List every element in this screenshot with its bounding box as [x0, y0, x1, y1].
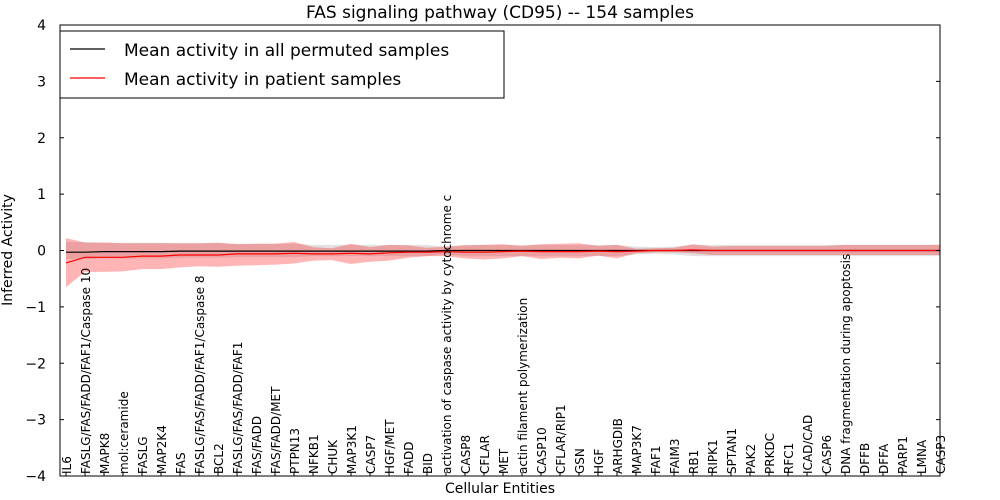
x-category-label: DNA fragmentation during apoptosis — [839, 254, 853, 474]
y-tick-label: −1 — [25, 300, 46, 316]
plot-frame — [59, 24, 941, 477]
x-category-label: FASLG/FAS/FADD/FAF1/Caspase 10 — [79, 268, 93, 474]
x-category-label: LMNA — [915, 439, 929, 474]
y-tick-label: 4 — [37, 18, 46, 34]
series-line-patient — [65, 249, 940, 264]
x-category-label: CASP8 — [459, 435, 473, 474]
x-category-label: NFKB1 — [307, 434, 321, 474]
x-category-label: HGF/MET — [383, 419, 397, 474]
x-category-label: actin filament polymerization — [516, 298, 530, 474]
x-category-label: SPTAN1 — [725, 428, 739, 474]
x-category-label: FAS — [174, 452, 188, 474]
x-category-label: PRKDC — [763, 433, 777, 474]
y-tick-label: 2 — [37, 131, 46, 147]
x-category-label: PAK2 — [744, 444, 758, 474]
x-category-label: RIPK1 — [706, 439, 720, 474]
x-category-label: MAP2K4 — [155, 425, 169, 474]
x-category-label: CASP10 — [535, 427, 549, 474]
x-category-label: BID — [421, 453, 435, 474]
x-category-label: CHUK — [326, 439, 340, 474]
x-category-label: FASLG — [136, 436, 150, 474]
x-axis-label: Cellular Entities — [445, 481, 555, 497]
x-category-label: PTPN13 — [288, 428, 302, 474]
y-tick-label: 3 — [37, 74, 46, 90]
x-category-label: MAPK8 — [98, 433, 112, 474]
x-category-label: FAS/FADD — [250, 416, 264, 474]
x-category-label: CFLAR/RIP1 — [554, 404, 568, 474]
x-category-label: FASLG/FAS/FADD/FAF1 — [231, 342, 245, 474]
y-axis-ticks: −4 −3 −2 −1 0 1 2 3 4 — [25, 18, 940, 485]
x-category-label: GSN — [573, 448, 587, 474]
x-category-label: activation of caspase activity by cytoch… — [440, 195, 454, 474]
y-axis-label: Inferred Activity — [0, 194, 16, 306]
x-category-label: FASLG/FAS/FADD/FAF1/Caspase 8 — [193, 276, 207, 475]
x-category-label: MAP3K1 — [345, 425, 359, 474]
chart-title: FAS signaling pathway (CD95) -- 154 samp… — [306, 3, 694, 23]
x-category-label: RB1 — [687, 450, 701, 474]
x-category-label: RFC1 — [782, 443, 796, 474]
legend-label-patient: Mean activity in patient samples — [124, 70, 401, 90]
y-tick-label: −4 — [25, 469, 46, 485]
series-lines — [65, 249, 940, 264]
legend-label-permuted: Mean activity in all permuted samples — [124, 41, 449, 61]
x-category-label: ARHGDIB — [611, 418, 625, 474]
y-tick-label: −3 — [25, 413, 46, 429]
x-category-label: MET — [497, 448, 511, 474]
x-category-label: DFFA — [877, 443, 891, 474]
legend-box — [59, 30, 505, 99]
x-category-label: CASP6 — [820, 435, 834, 474]
x-category-label: CASP3 — [934, 435, 948, 474]
y-tick-label: −2 — [25, 356, 46, 372]
x-category-label: HGF — [592, 449, 606, 474]
x-category-label: DFFB — [858, 443, 872, 474]
x-category-label: mol:ceramide — [117, 391, 131, 474]
y-tick-label: 0 — [37, 244, 46, 260]
x-category-label: FAS/FADD/MET — [269, 386, 283, 474]
x-category-label: PARP1 — [896, 436, 910, 474]
y-tick-label: 1 — [37, 187, 46, 203]
x-axis-labels: IL6 FASLG/FAS/FADD/FAF1/Caspase 10 MAPK8 mo… — [60, 195, 948, 476]
legend: Mean activity in all permuted samples Me… — [59, 30, 505, 99]
x-category-label: CASP7 — [364, 435, 378, 474]
x-category-label: FAIM3 — [668, 438, 682, 474]
x-category-label: CFLAR — [478, 435, 492, 474]
x-category-label: FAF1 — [649, 445, 663, 474]
x-category-label: MAP3K7 — [630, 425, 644, 474]
x-category-label: FADD — [402, 442, 416, 475]
x-category-label: BCL2 — [212, 443, 226, 474]
x-category-label: ICAD/CAD — [801, 415, 815, 474]
x-category-label: IL6 — [60, 456, 74, 474]
